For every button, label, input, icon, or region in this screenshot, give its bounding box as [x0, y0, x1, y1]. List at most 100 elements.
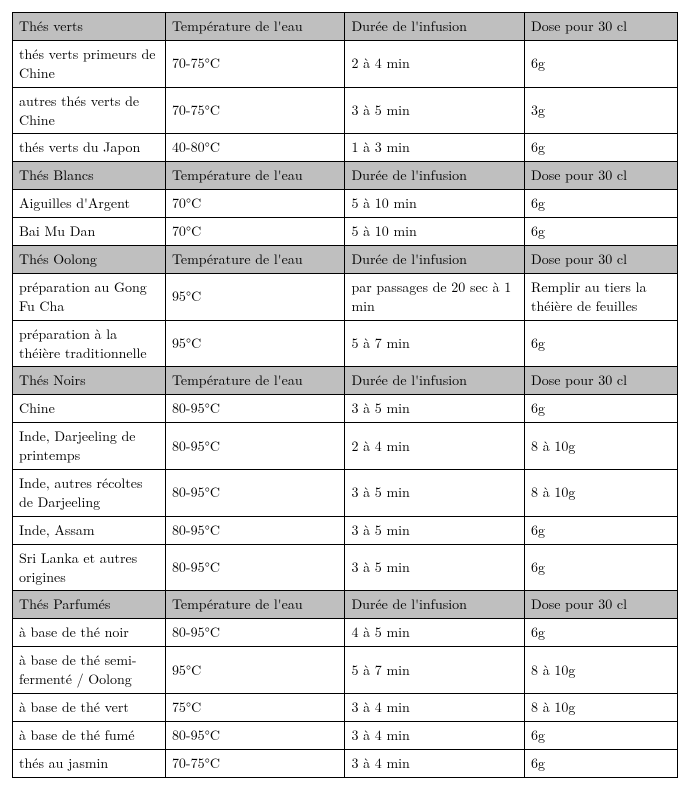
cell-dose: 6g [525, 320, 678, 367]
cell-duration: 5 à 7 min [345, 320, 525, 367]
cell-name: Inde, autres récoltes de Darjeeling [13, 470, 166, 517]
section-header: Thés ParfumésTempérature de l'eauDurée d… [13, 591, 678, 619]
cell-duration: 3 à 5 min [345, 544, 525, 591]
col-header-duration: Durée de l'infusion [345, 162, 525, 190]
col-header-duration: Durée de l'infusion [345, 591, 525, 619]
cell-name: thés verts du Japon [13, 134, 166, 162]
section-title: Thés verts [13, 13, 166, 41]
cell-dose: 6g [525, 218, 678, 246]
cell-dose: Remplir au tiers la théière de feuilles [525, 273, 678, 320]
col-header-temp: Température de l'eau [165, 591, 345, 619]
section-header: Thés OolongTempérature de l'eauDurée de … [13, 246, 678, 274]
cell-dose: 6g [525, 134, 678, 162]
cell-temp: 80-95°C [165, 619, 345, 647]
cell-name: Inde, Darjeeling de printemps [13, 423, 166, 470]
table-row: Sri Lanka et autres origines80-95°C3 à 5… [13, 544, 678, 591]
section-title: Thés Oolong [13, 246, 166, 274]
cell-dose: 6g [525, 190, 678, 218]
cell-temp: 70-75°C [165, 87, 345, 134]
table-row: thés verts du Japon40-80°C1 à 3 min6g [13, 134, 678, 162]
cell-temp: 80-95°C [165, 721, 345, 749]
table-row: Inde, autres récoltes de Darjeeling80-95… [13, 470, 678, 517]
cell-dose: 8 à 10g [525, 423, 678, 470]
cell-temp: 70-75°C [165, 40, 345, 87]
cell-duration: 5 à 10 min [345, 190, 525, 218]
table-row: préparation au Gong Fu Cha95°Cpar passag… [13, 273, 678, 320]
cell-dose: 6g [525, 721, 678, 749]
cell-temp: 80-95°C [165, 395, 345, 423]
table-row: Bai Mu Dan70°C5 à 10 min6g [13, 218, 678, 246]
col-header-temp: Température de l'eau [165, 13, 345, 41]
cell-dose: 3g [525, 87, 678, 134]
col-header-temp: Température de l'eau [165, 367, 345, 395]
cell-name: préparation au Gong Fu Cha [13, 273, 166, 320]
table-row: à base de thé fumé80-95°C3 à 4 min6g [13, 721, 678, 749]
cell-duration: 5 à 7 min [345, 647, 525, 694]
col-header-dose: Dose pour 30 cl [525, 367, 678, 395]
section-title: Thés Noirs [13, 367, 166, 395]
cell-dose: 6g [525, 516, 678, 544]
section-header: Thés BlancsTempérature de l'eauDurée de … [13, 162, 678, 190]
col-header-temp: Température de l'eau [165, 246, 345, 274]
cell-temp: 95°C [165, 273, 345, 320]
col-header-temp: Température de l'eau [165, 162, 345, 190]
cell-name: autres thés verts de Chine [13, 87, 166, 134]
col-header-duration: Durée de l'infusion [345, 246, 525, 274]
cell-dose: 8 à 10g [525, 694, 678, 722]
cell-name: Aiguilles d'Argent [13, 190, 166, 218]
table-row: Inde, Darjeeling de printemps80-95°C2 à … [13, 423, 678, 470]
cell-name: Chine [13, 395, 166, 423]
col-header-dose: Dose pour 30 cl [525, 591, 678, 619]
table-row: à base de thé noir80-95°C4 à 5 min6g [13, 619, 678, 647]
cell-dose: 6g [525, 749, 678, 777]
col-header-dose: Dose pour 30 cl [525, 162, 678, 190]
cell-duration: 3 à 4 min [345, 749, 525, 777]
table-row: thés au jasmin70-75°C3 à 4 min6g [13, 749, 678, 777]
cell-dose: 6g [525, 40, 678, 87]
cell-temp: 95°C [165, 647, 345, 694]
cell-duration: par passages de 20 sec à 1 min [345, 273, 525, 320]
table-row: Inde, Assam80-95°C3 à 5 min6g [13, 516, 678, 544]
cell-name: à base de thé noir [13, 619, 166, 647]
cell-name: Inde, Assam [13, 516, 166, 544]
cell-name: à base de thé vert [13, 694, 166, 722]
cell-dose: 6g [525, 395, 678, 423]
col-header-duration: Durée de l'infusion [345, 13, 525, 41]
cell-temp: 80-95°C [165, 544, 345, 591]
cell-name: Sri Lanka et autres origines [13, 544, 166, 591]
col-header-dose: Dose pour 30 cl [525, 13, 678, 41]
cell-duration: 4 à 5 min [345, 619, 525, 647]
cell-temp: 40-80°C [165, 134, 345, 162]
col-header-duration: Durée de l'infusion [345, 367, 525, 395]
cell-dose: 8 à 10g [525, 647, 678, 694]
section-header: Thés vertsTempérature de l'eauDurée de l… [13, 13, 678, 41]
cell-duration: 3 à 5 min [345, 470, 525, 517]
cell-name: Bai Mu Dan [13, 218, 166, 246]
table-row: préparation à la théière traditionnelle9… [13, 320, 678, 367]
cell-temp: 80-95°C [165, 470, 345, 517]
cell-duration: 3 à 5 min [345, 395, 525, 423]
cell-duration: 3 à 4 min [345, 721, 525, 749]
cell-name: thés au jasmin [13, 749, 166, 777]
tea-brewing-table: Thés vertsTempérature de l'eauDurée de l… [12, 12, 678, 778]
section-header: Thés NoirsTempérature de l'eauDurée de l… [13, 367, 678, 395]
table-row: Aiguilles d'Argent70°C5 à 10 min6g [13, 190, 678, 218]
table-row: Chine80-95°C3 à 5 min6g [13, 395, 678, 423]
cell-name: thés verts primeurs de Chine [13, 40, 166, 87]
cell-dose: 6g [525, 619, 678, 647]
section-title: Thés Blancs [13, 162, 166, 190]
cell-duration: 3 à 5 min [345, 516, 525, 544]
table-row: à base de thé semi-fermenté / Oolong95°C… [13, 647, 678, 694]
cell-dose: 6g [525, 544, 678, 591]
cell-temp: 70-75°C [165, 749, 345, 777]
cell-duration: 3 à 4 min [345, 694, 525, 722]
cell-name: à base de thé fumé [13, 721, 166, 749]
section-title: Thés Parfumés [13, 591, 166, 619]
cell-temp: 80-95°C [165, 516, 345, 544]
cell-duration: 5 à 10 min [345, 218, 525, 246]
cell-temp: 70°C [165, 218, 345, 246]
col-header-dose: Dose pour 30 cl [525, 246, 678, 274]
cell-name: à base de thé semi-fermenté / Oolong [13, 647, 166, 694]
table-row: autres thés verts de Chine70-75°C3 à 5 m… [13, 87, 678, 134]
cell-duration: 3 à 5 min [345, 87, 525, 134]
